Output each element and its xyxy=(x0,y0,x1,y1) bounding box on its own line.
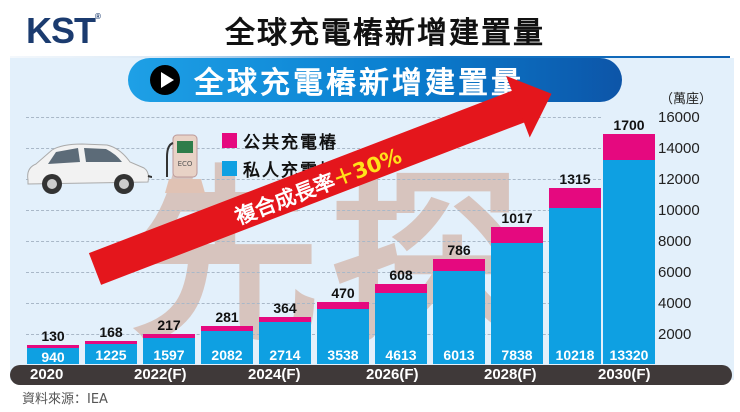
public-value-label: 470 xyxy=(331,285,355,301)
private-value-label: 2714 xyxy=(269,347,301,363)
logo-text: KST xyxy=(26,10,96,51)
x-axis-band xyxy=(10,365,732,385)
x-label: 2028(F) xyxy=(484,366,537,383)
public-segment xyxy=(201,326,253,331)
private-segment xyxy=(85,344,137,364)
bar-2020: 130 940 xyxy=(27,328,79,365)
x-label: 2020 xyxy=(30,366,64,383)
bar-2025: 470 3538 xyxy=(317,285,369,364)
private-segment xyxy=(259,322,311,364)
y-tick: 6000 xyxy=(658,264,692,281)
public-segment xyxy=(143,334,195,338)
bar-2022: 217 1597 xyxy=(143,317,195,364)
private-segment xyxy=(433,271,485,364)
public-value-label: 130 xyxy=(41,328,65,344)
gridline-14000 xyxy=(26,148,601,149)
private-segment xyxy=(201,331,253,364)
private-segment xyxy=(603,160,655,364)
public-value-label: 1700 xyxy=(613,117,645,133)
x-label: 2030(F) xyxy=(598,366,651,383)
bar-2027: 786 6013 xyxy=(433,242,485,364)
registered-mark: ® xyxy=(95,12,101,21)
gridline-8000 xyxy=(26,241,601,242)
public-value-label: 608 xyxy=(389,267,413,283)
private-value-label: 1225 xyxy=(95,347,127,363)
y-axis-unit: （萬座） xyxy=(660,92,713,107)
private-value-label: 3538 xyxy=(327,347,359,363)
private-value-label: 940 xyxy=(41,349,65,365)
svg-text:ECO: ECO xyxy=(178,160,193,168)
public-segment xyxy=(603,134,655,160)
public-segment xyxy=(549,188,601,208)
y-tick: 16000 xyxy=(658,109,700,126)
y-tick: 14000 xyxy=(658,140,700,157)
bar-2021: 168 1225 xyxy=(85,324,137,364)
y-tick: 10000 xyxy=(658,202,700,219)
y-tick: 8000 xyxy=(658,233,692,250)
private-value-label: 1597 xyxy=(153,347,185,363)
public-segment xyxy=(85,341,137,344)
play-icon xyxy=(150,65,180,95)
legend-swatch-private xyxy=(222,161,237,176)
page-title: 全球充電樁新增建置量 xyxy=(225,16,545,51)
public-value-label: 281 xyxy=(215,309,239,325)
charging-station-icon: ECO xyxy=(165,134,205,193)
private-value-label: 2082 xyxy=(211,347,243,363)
y-tick: 2000 xyxy=(658,326,692,343)
legend-swatch-public xyxy=(222,133,237,148)
private-segment xyxy=(375,293,427,364)
gridline-16000 xyxy=(26,117,601,118)
x-label: 2024(F) xyxy=(248,366,301,383)
private-segment xyxy=(491,243,543,364)
bar-2028: 1017 7838 xyxy=(491,210,543,364)
x-label: 2026(F) xyxy=(366,366,419,383)
public-segment xyxy=(27,345,79,348)
y-tick: 4000 xyxy=(658,295,692,312)
public-segment xyxy=(375,284,427,293)
bar-2029: 1315 10218 xyxy=(549,171,601,364)
private-value-label: 10218 xyxy=(555,347,595,363)
banner-title: 全球充電樁新增建置量 xyxy=(194,66,524,101)
private-segment xyxy=(317,309,369,364)
private-segment xyxy=(549,208,601,364)
public-value-label: 786 xyxy=(447,242,471,258)
private-value-label: 13320 xyxy=(609,347,649,363)
x-label: 2022(F) xyxy=(134,366,187,383)
public-value-label: 168 xyxy=(99,324,123,340)
electric-car-icon xyxy=(27,143,152,194)
private-segment xyxy=(143,338,195,364)
bar-2024: 364 2714 xyxy=(259,300,311,364)
source-note: 資料來源：IEA xyxy=(22,392,108,407)
public-segment xyxy=(433,259,485,271)
private-value-label: 6013 xyxy=(443,347,475,363)
public-value-label: 364 xyxy=(273,300,297,316)
bar-2030: 1700 13320 xyxy=(603,117,655,364)
public-value-label: 1017 xyxy=(501,210,533,226)
gridline-6000 xyxy=(26,272,601,273)
legend-label: 公共充電樁 xyxy=(243,133,338,153)
gridline-2000 xyxy=(26,334,601,335)
public-value-label: 217 xyxy=(157,317,181,333)
y-tick: 12000 xyxy=(658,171,700,188)
gridline-4000 xyxy=(26,303,601,304)
kst-logo: KST® xyxy=(26,10,101,52)
private-segment xyxy=(27,348,79,364)
bar-2026: 608 4613 xyxy=(375,267,427,364)
bar-2023: 281 2082 xyxy=(201,309,253,364)
public-value-label: 1315 xyxy=(559,171,591,187)
private-value-label: 7838 xyxy=(501,347,533,363)
header-divider xyxy=(10,56,730,59)
private-value-label: 4613 xyxy=(385,347,417,363)
public-segment xyxy=(259,317,311,322)
legend-item-public: 公共充電樁 xyxy=(222,128,338,153)
public-segment xyxy=(317,302,369,309)
gridline-10000 xyxy=(26,210,601,211)
public-segment xyxy=(491,227,543,243)
